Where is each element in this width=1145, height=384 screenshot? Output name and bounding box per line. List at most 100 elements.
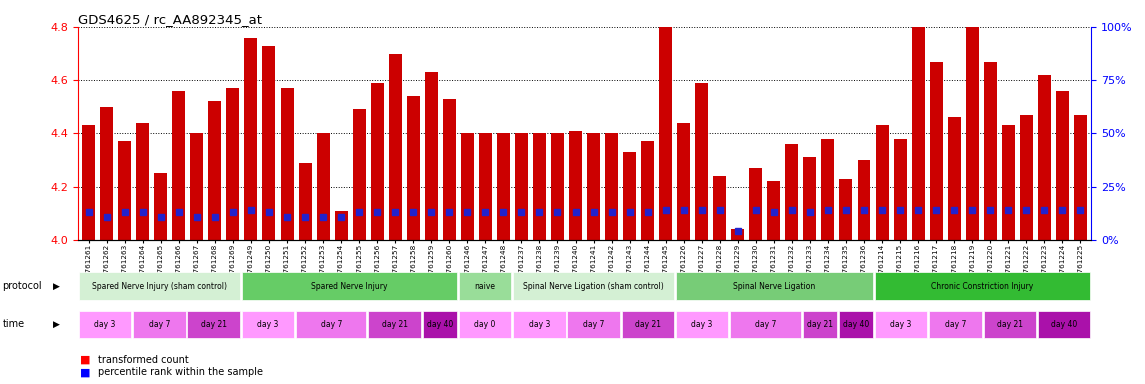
Bar: [79, 272, 239, 300]
Bar: [948, 118, 961, 240]
Bar: [875, 272, 1090, 300]
Bar: [281, 88, 293, 240]
Bar: [118, 141, 132, 240]
Bar: [334, 211, 348, 240]
Bar: [641, 141, 654, 240]
Text: GDS4625 / rc_AA892345_at: GDS4625 / rc_AA892345_at: [78, 13, 262, 26]
Bar: [316, 133, 330, 240]
Bar: [804, 157, 816, 240]
Text: day 7: day 7: [583, 320, 605, 329]
Bar: [893, 139, 907, 240]
Text: day 40: day 40: [843, 320, 869, 329]
Bar: [1074, 115, 1087, 240]
Text: day 3: day 3: [94, 320, 116, 329]
Bar: [1002, 126, 1014, 240]
Text: percentile rank within the sample: percentile rank within the sample: [98, 367, 263, 377]
Text: day 7: day 7: [945, 320, 966, 329]
Bar: [82, 126, 95, 240]
Bar: [930, 311, 981, 338]
Bar: [190, 133, 204, 240]
Bar: [1037, 75, 1051, 240]
Bar: [965, 27, 979, 240]
Text: day 3: day 3: [258, 320, 278, 329]
Bar: [460, 133, 474, 240]
Bar: [242, 272, 457, 300]
Text: Spared Nerve Injury: Spared Nerve Injury: [311, 281, 387, 291]
Text: naive: naive: [474, 281, 496, 291]
Bar: [660, 16, 672, 240]
Text: day 3: day 3: [891, 320, 911, 329]
Text: day 21: day 21: [997, 320, 1022, 329]
Bar: [1020, 115, 1033, 240]
Bar: [676, 272, 874, 300]
Bar: [299, 163, 311, 240]
Bar: [622, 311, 674, 338]
Bar: [587, 133, 600, 240]
Bar: [984, 311, 1036, 338]
Bar: [532, 133, 546, 240]
Text: day 7: day 7: [321, 320, 342, 329]
Bar: [242, 311, 294, 338]
Text: ■: ■: [80, 367, 90, 377]
Text: Spinal Nerve Ligation: Spinal Nerve Ligation: [734, 281, 815, 291]
Bar: [875, 311, 927, 338]
Bar: [133, 311, 185, 338]
Bar: [732, 229, 744, 240]
Text: day 21: day 21: [200, 320, 227, 329]
Bar: [803, 311, 837, 338]
Bar: [567, 311, 619, 338]
Text: Spinal Nerve Ligation (sham control): Spinal Nerve Ligation (sham control): [523, 281, 664, 291]
Bar: [353, 109, 365, 240]
Text: day 7: day 7: [755, 320, 776, 329]
Text: ■: ■: [80, 355, 90, 365]
Bar: [911, 0, 924, 240]
Bar: [406, 96, 420, 240]
Text: day 3: day 3: [529, 320, 550, 329]
Text: day 21: day 21: [807, 320, 832, 329]
Bar: [749, 168, 763, 240]
Bar: [713, 176, 726, 240]
Bar: [513, 311, 566, 338]
Bar: [984, 61, 996, 240]
Bar: [262, 46, 276, 240]
Bar: [930, 61, 942, 240]
Bar: [515, 133, 528, 240]
Bar: [295, 311, 366, 338]
Text: Chronic Constriction Injury: Chronic Constriction Injury: [932, 281, 1034, 291]
Bar: [1056, 91, 1068, 240]
Bar: [245, 38, 258, 240]
Bar: [767, 181, 781, 240]
Text: day 21: day 21: [381, 320, 408, 329]
Bar: [425, 72, 437, 240]
Bar: [497, 133, 510, 240]
Text: day 40: day 40: [1051, 320, 1077, 329]
Text: day 21: day 21: [634, 320, 661, 329]
Text: protocol: protocol: [2, 281, 42, 291]
Bar: [79, 311, 132, 338]
Bar: [173, 91, 185, 240]
Bar: [136, 123, 149, 240]
Text: ▶: ▶: [53, 281, 60, 291]
Text: day 40: day 40: [427, 320, 453, 329]
Bar: [839, 179, 853, 240]
Bar: [227, 88, 239, 240]
Bar: [513, 272, 674, 300]
Bar: [695, 83, 709, 240]
Bar: [623, 152, 637, 240]
Text: time: time: [2, 319, 24, 329]
Bar: [155, 174, 167, 240]
Bar: [676, 311, 728, 338]
Bar: [858, 160, 870, 240]
Bar: [821, 139, 835, 240]
Text: day 3: day 3: [692, 320, 713, 329]
Bar: [188, 311, 239, 338]
Bar: [605, 133, 618, 240]
Bar: [371, 83, 384, 240]
Text: day 7: day 7: [149, 320, 169, 329]
Bar: [569, 131, 582, 240]
Bar: [839, 311, 874, 338]
Bar: [479, 133, 492, 240]
Text: Spared Nerve Injury (sham control): Spared Nerve Injury (sham control): [92, 281, 227, 291]
Bar: [443, 99, 456, 240]
Bar: [388, 53, 402, 240]
